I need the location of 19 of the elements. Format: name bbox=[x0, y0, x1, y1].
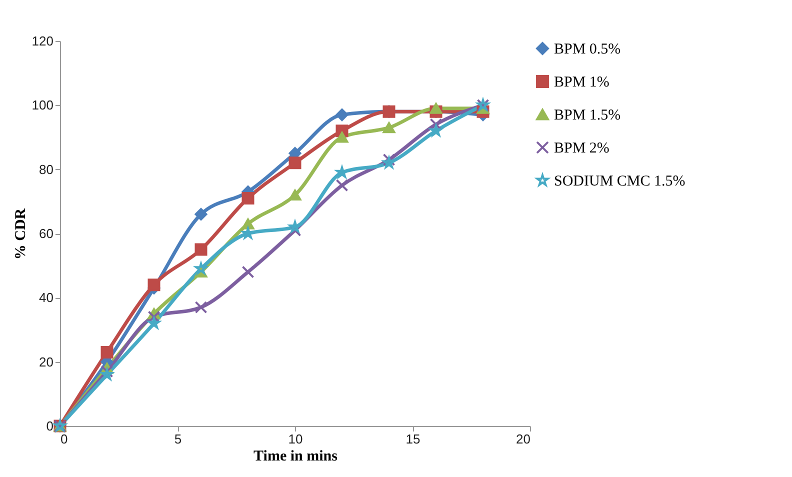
legend-label: SODIUM CMC 1.5% bbox=[554, 174, 686, 190]
y-tick-label: 40 bbox=[39, 290, 54, 306]
y-tick-label: 20 bbox=[39, 354, 54, 370]
y-tick-label: 100 bbox=[32, 98, 54, 113]
legend-label: BPM 1% bbox=[554, 74, 610, 90]
x-tick-label: 20 bbox=[516, 432, 530, 446]
legend-label: BPM 2% bbox=[554, 140, 610, 156]
x-tick-label: 5 bbox=[174, 432, 182, 446]
legend-label: BPM 0.5% bbox=[554, 42, 621, 58]
y-tick-label: 80 bbox=[39, 162, 54, 177]
y-tick-label: 120 bbox=[32, 34, 54, 48]
x-tick-label: 0 bbox=[60, 432, 68, 446]
legend-label: BPM 1.5% bbox=[554, 108, 621, 124]
x-tick-label: 15 bbox=[406, 432, 420, 446]
y-tick-label: 60 bbox=[39, 226, 54, 241]
y-axis-title: % CDR bbox=[12, 208, 29, 260]
y-tick-label: 0 bbox=[46, 418, 54, 434]
x-tick-label: 10 bbox=[288, 432, 303, 446]
x-axis-title: Time in mins bbox=[254, 448, 338, 464]
